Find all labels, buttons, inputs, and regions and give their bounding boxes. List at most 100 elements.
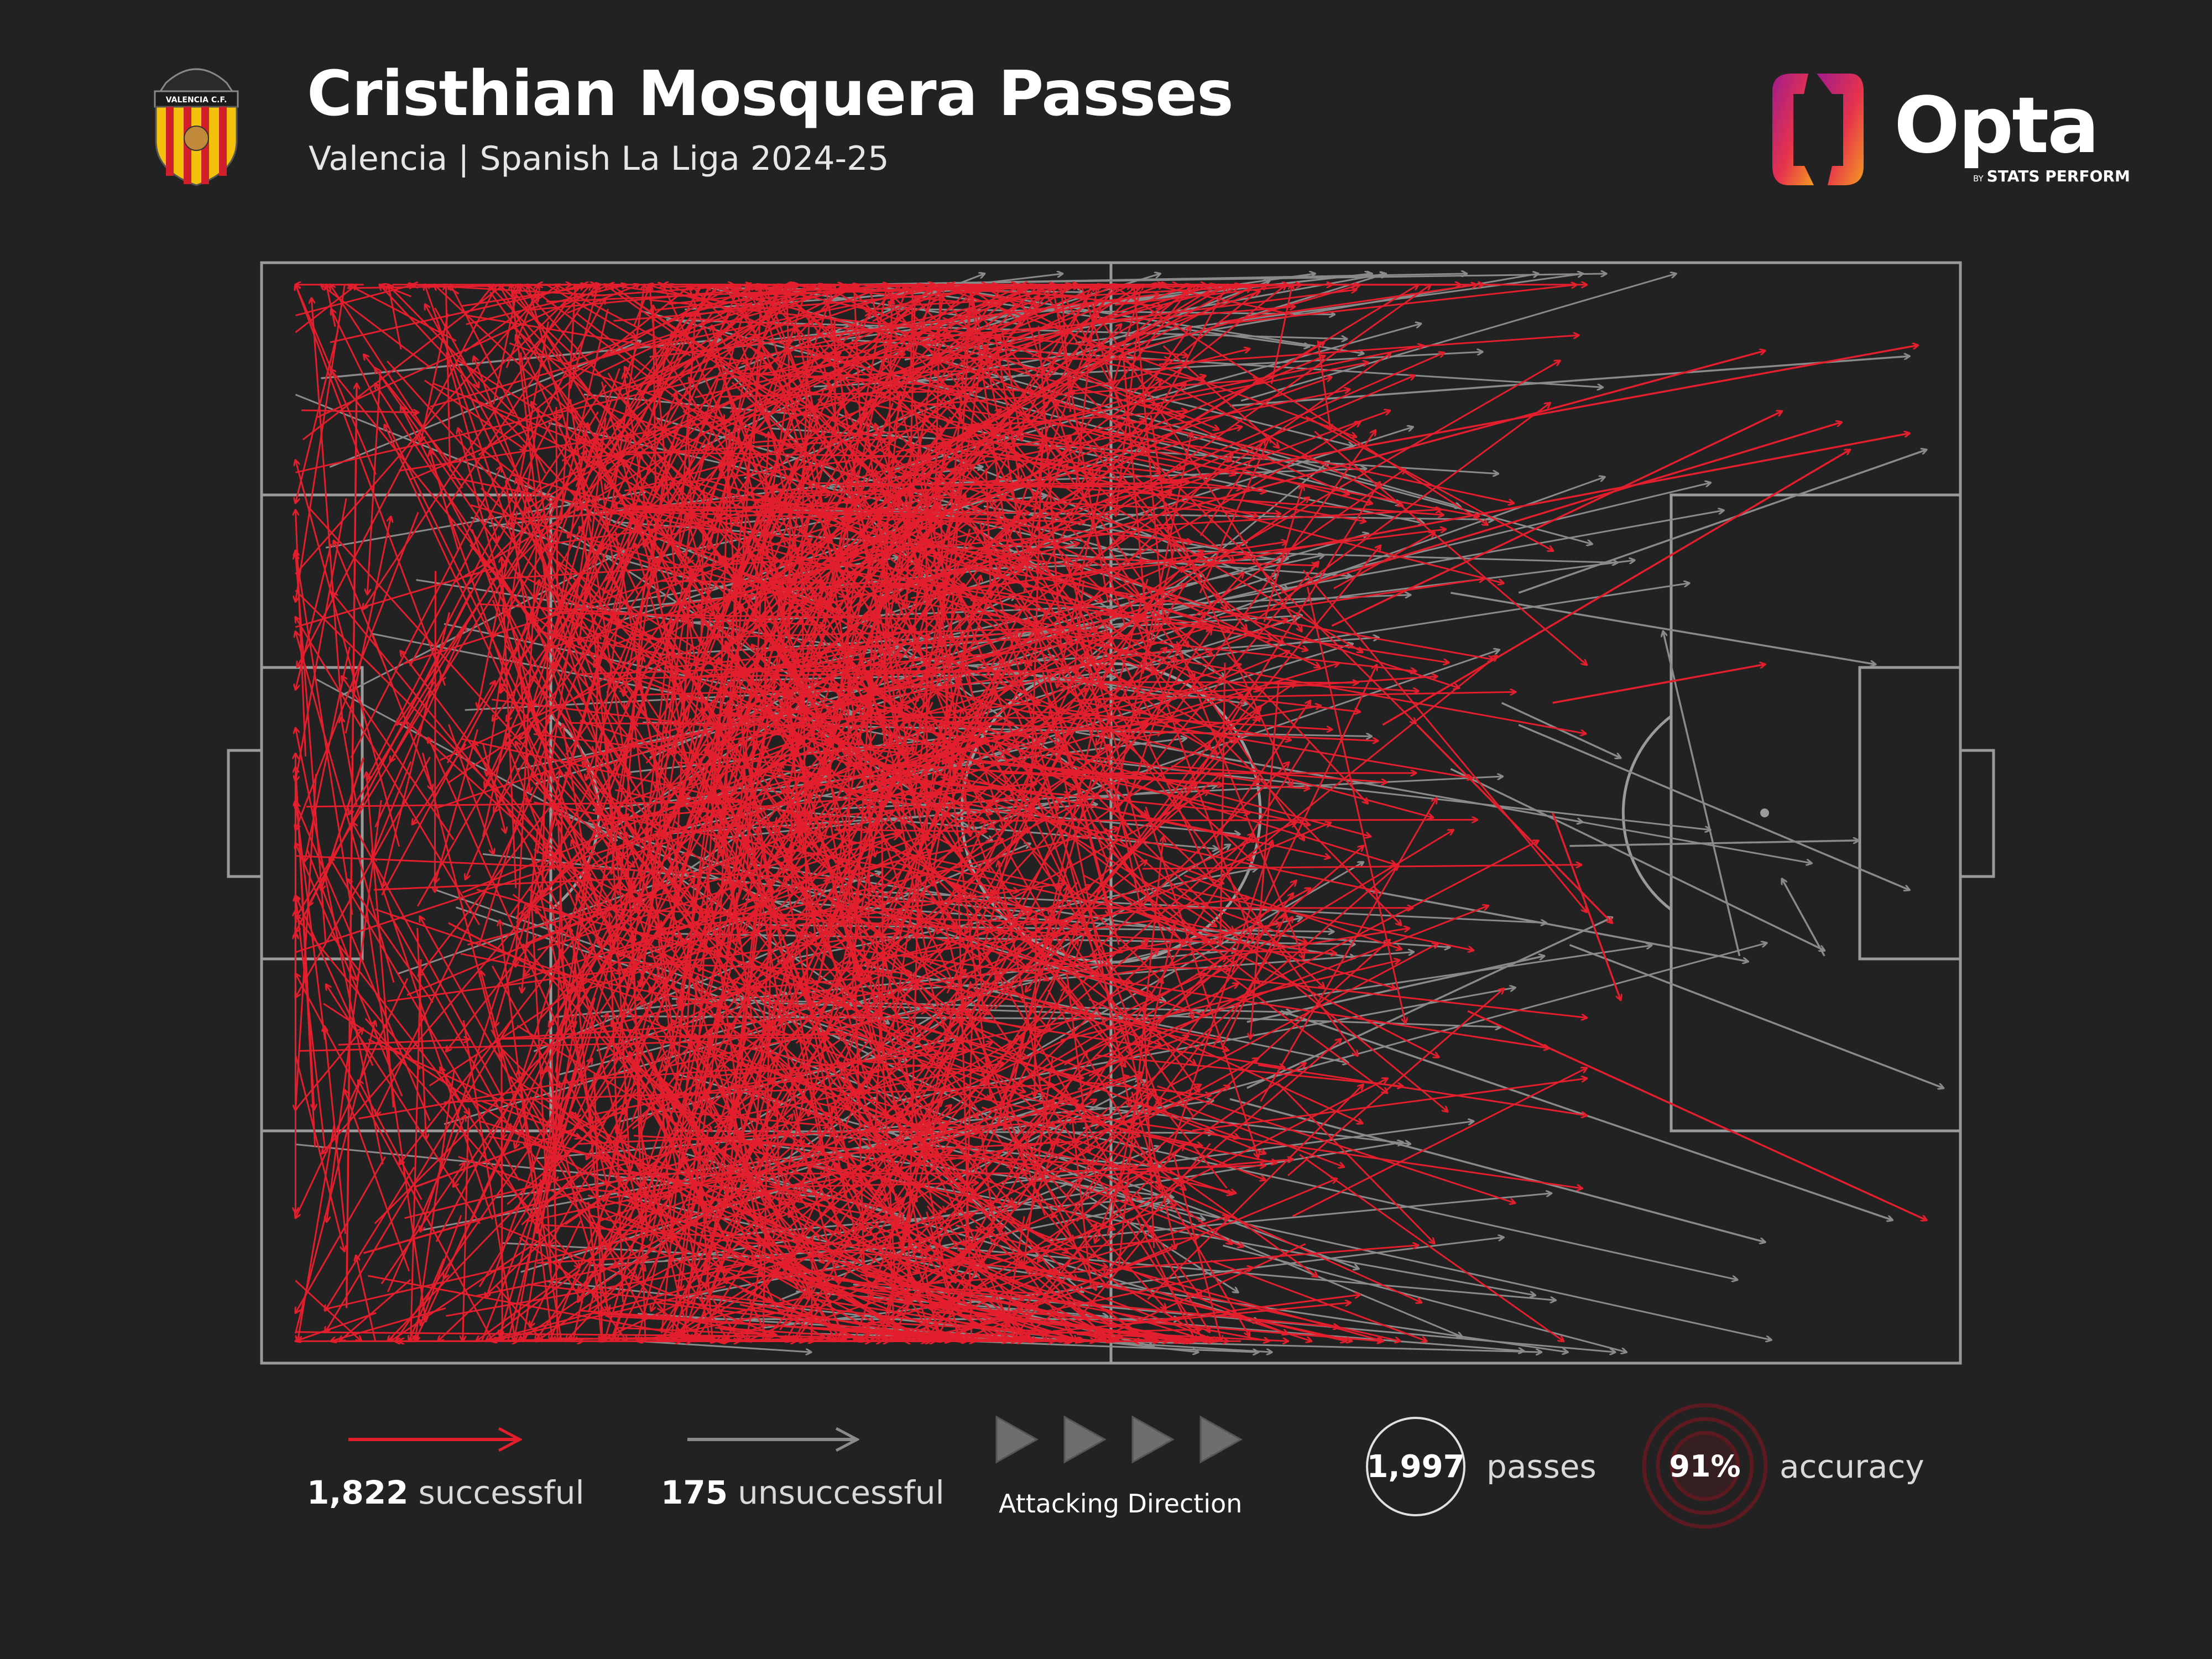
- successful-pass: [345, 1090, 410, 1272]
- successful-pass: [1159, 335, 1579, 366]
- successful-pass: [1042, 578, 1149, 956]
- successful-pass: [1048, 909, 1194, 1117]
- unsuccessful-pass: [1024, 1098, 1410, 1144]
- successful-pass: [889, 990, 1073, 1241]
- successful-pass: [814, 336, 1044, 468]
- attacking-direction-label: Attacking Direction: [999, 1489, 1243, 1519]
- successful-pass: [1024, 1057, 1053, 1265]
- successful-pass: [811, 1237, 812, 1341]
- successful-pass: [1071, 777, 1149, 901]
- successful-pass: [1210, 1260, 1427, 1342]
- opta-logo-icon: [1772, 74, 1864, 185]
- chart-title: Cristhian Mosquera Passes: [307, 58, 1234, 130]
- unsuccessful-pass: [419, 1130, 953, 1232]
- successful-pass: [374, 626, 466, 828]
- successful-pass: [789, 508, 790, 642]
- successful-pass: [321, 757, 364, 890]
- successful-pass: [295, 297, 539, 575]
- right-penalty-arc: [1621, 715, 1672, 911]
- successful-pass: [373, 761, 412, 855]
- successful-pass: [1166, 841, 1272, 1164]
- successful-pass: [936, 284, 1357, 437]
- direction-arrow-icon: [1063, 1415, 1107, 1464]
- successful-pass: [416, 521, 638, 907]
- successful-pass: [350, 466, 502, 758]
- successful-pass: [295, 728, 384, 1165]
- successful-pass: [895, 763, 1105, 780]
- successful-pass: [416, 928, 426, 1139]
- successful-pass: [1034, 353, 1444, 532]
- successful-pass: [405, 719, 719, 1008]
- successful-label: successful: [418, 1474, 585, 1511]
- successful-count: 1,822: [307, 1474, 409, 1511]
- successful-pass: [655, 773, 810, 842]
- successful-pass: [358, 1081, 422, 1201]
- unsuccessful-pass: [989, 544, 1617, 562]
- successful-pass: [544, 544, 771, 888]
- successful-pass: [295, 285, 446, 686]
- passes-total-badge: 1,997: [1366, 1417, 1465, 1516]
- successful-pass: [1214, 701, 1310, 839]
- successful-pass: [1231, 665, 1377, 973]
- unsuccessful-pass: [371, 633, 1005, 759]
- successful-pass: [977, 422, 1106, 691]
- brand-sub-text: STATS PERFORM: [1986, 167, 2130, 185]
- successful-pass: [949, 944, 1147, 1003]
- club-badge-icon: VALENCIA C.F.: [154, 68, 239, 186]
- successful-pass: [904, 1267, 1253, 1342]
- unsuccessful-pass: [1365, 889, 1748, 961]
- successful-pass: [955, 465, 1067, 578]
- club-badge-text: VALENCIA C.F.: [166, 96, 227, 105]
- direction-arrow-icon: [1199, 1415, 1243, 1464]
- brand-name: Opta: [1894, 81, 2100, 171]
- attacking-direction-arrows: [995, 1415, 1243, 1464]
- successful-pass: [295, 843, 403, 1097]
- unsuccessful-pass: [1223, 1244, 1627, 1352]
- successful-pass: [432, 383, 855, 552]
- successful-pass: [785, 285, 1215, 421]
- successful-pass: [654, 839, 888, 959]
- successful-pass: [1052, 375, 1415, 530]
- unsuccessful-pass: [1501, 702, 1621, 758]
- successful-pass: [367, 773, 394, 1108]
- successful-pass: [895, 346, 1423, 453]
- successful-pass: [388, 1050, 669, 1341]
- successful-pass: [1157, 1085, 1515, 1203]
- successful-pass: [721, 328, 794, 512]
- successful-pass: [816, 1102, 1236, 1193]
- successful-pass: [311, 298, 343, 722]
- successful-pass: [689, 378, 817, 551]
- successful-pass: [679, 661, 739, 1006]
- unsuccessful-pass: [1782, 879, 1825, 957]
- successful-pass: [446, 285, 451, 471]
- successful-pass: [358, 1070, 641, 1120]
- successful-pass: [295, 285, 377, 475]
- successful-pass: [389, 914, 510, 1129]
- successful-pass: [912, 1249, 1209, 1342]
- successful-pass: [435, 946, 593, 1243]
- successful-pass: [327, 800, 382, 1222]
- unsuccessful-pass: [1663, 632, 1741, 957]
- successful-pass: [834, 830, 986, 832]
- unsuccessful-pass: [813, 352, 1482, 388]
- successful-pass: [295, 832, 660, 953]
- successful-pass: [661, 950, 803, 1079]
- successful-pass: [770, 1260, 966, 1341]
- successful-pass: [587, 973, 678, 1159]
- left-goal: [227, 749, 263, 878]
- unsuccessful-pass: [804, 1164, 1535, 1296]
- unsuccessful-pass: [786, 1131, 1161, 1167]
- successful-pass: [1229, 285, 1577, 324]
- successful-pass: [663, 1259, 792, 1341]
- successful-pass: [637, 983, 752, 1280]
- successful-pass: [532, 1102, 645, 1270]
- unsuccessful-pass: [1246, 917, 1612, 1089]
- accuracy-value: 91%: [1669, 1448, 1741, 1484]
- successful-pass: [1117, 288, 1488, 525]
- successful-pass: [533, 436, 680, 778]
- successful-pass: [1072, 1090, 1155, 1212]
- successful-pass: [400, 651, 604, 920]
- successful-pass: [364, 354, 637, 697]
- successful-pass: [306, 802, 742, 808]
